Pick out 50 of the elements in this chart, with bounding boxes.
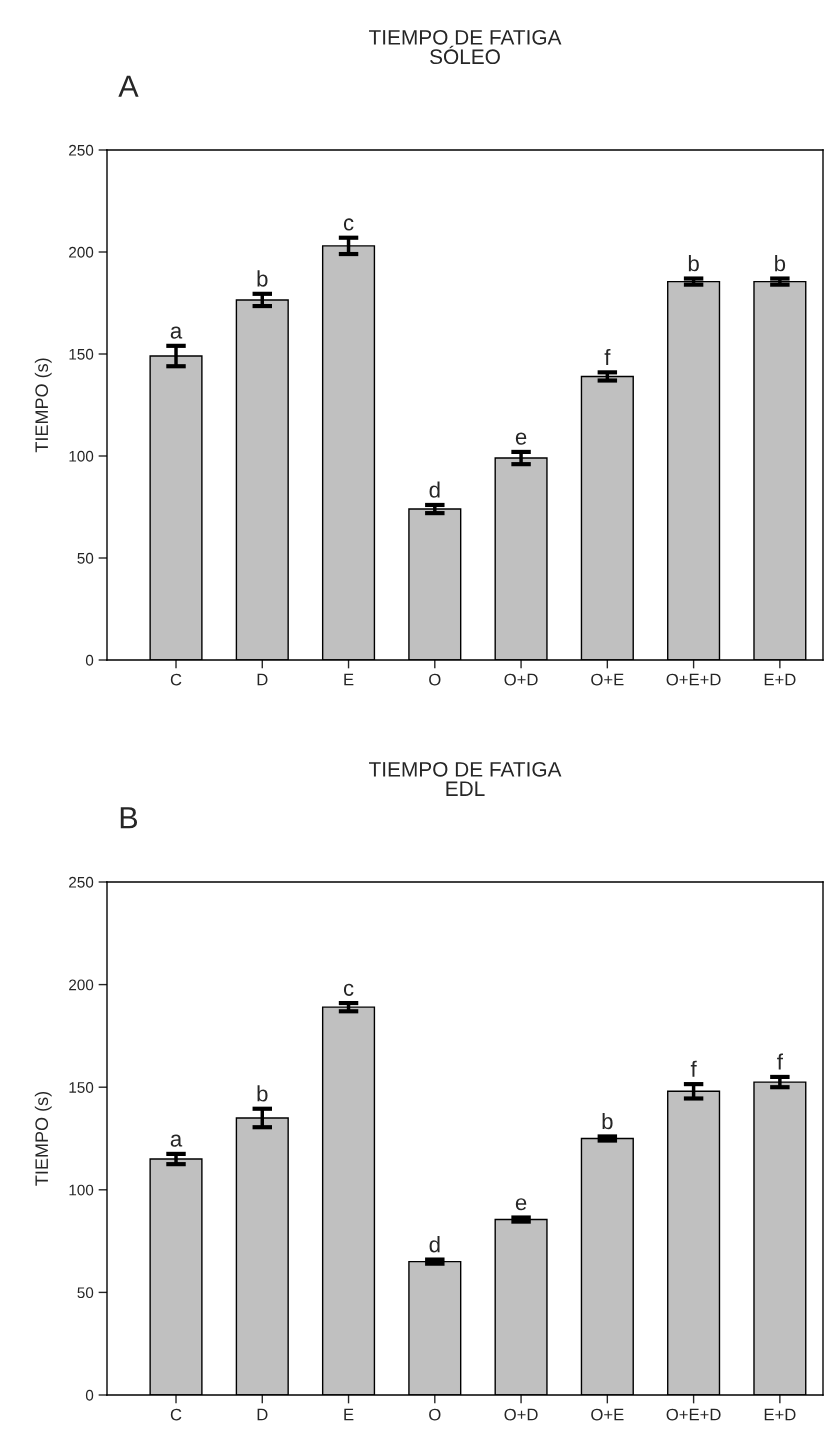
x-tick-label: E+D: [764, 1408, 796, 1421]
annotation: f: [777, 1053, 783, 1070]
x-tick-label: C: [170, 1408, 182, 1421]
y-tick-label: 200: [69, 979, 94, 991]
annotation: b: [688, 255, 699, 272]
annotation: c: [343, 983, 354, 996]
x-tick-label: O+E+D: [666, 673, 721, 686]
y-axis-title: TIEMPO (s): [34, 1091, 52, 1186]
annotation: b: [257, 270, 268, 287]
x-tick-label: O: [429, 673, 441, 686]
y-axis-title: TIEMPO (s): [34, 358, 52, 453]
chart-title: TIEMPO DE FATIGA EDL: [369, 761, 562, 796]
x-tick-label: E: [344, 1408, 354, 1421]
x-tick-label: O+D: [504, 673, 538, 686]
y-tick-label: 100: [69, 450, 94, 462]
x-tick-label: C: [170, 673, 182, 686]
annotation: f: [690, 1060, 697, 1077]
annotation: c: [343, 218, 354, 231]
x-tick-label: O: [429, 1408, 441, 1421]
x-tick-label: O+E: [591, 673, 624, 686]
x-tick-label: D: [257, 673, 268, 686]
y-tick-label: 0: [85, 1389, 94, 1401]
x-tick-label: D: [257, 1408, 268, 1421]
annotation: d: [429, 1236, 440, 1253]
annotation: b: [602, 1112, 613, 1130]
annotation: a: [170, 1134, 183, 1147]
y-tick-label: 150: [69, 348, 94, 360]
annotation: f: [604, 348, 611, 365]
annotation: b: [775, 255, 786, 272]
annotation: e: [515, 1198, 527, 1211]
x-tick-label: O+D: [504, 1408, 538, 1421]
chart-title: TIEMPO DE FATIGA SÓLEO: [369, 29, 562, 65]
text: B: [120, 807, 138, 829]
y-tick-label: 50: [77, 1287, 94, 1299]
annotation: d: [429, 481, 440, 498]
y-tick-label: 0: [85, 654, 94, 666]
y-tick-label: 250: [69, 144, 94, 156]
x-tick-label: O+E+D: [666, 1408, 721, 1421]
x-tick-label: O+E: [591, 1408, 624, 1421]
y-tick-label: 200: [69, 246, 94, 258]
y-tick-label: 150: [69, 1082, 94, 1093]
annotation: b: [257, 1085, 268, 1102]
y-tick-label: 100: [69, 1184, 94, 1196]
y-tick-label: 50: [77, 552, 94, 564]
text: A: [118, 75, 139, 97]
annotation: a: [170, 326, 183, 339]
x-tick-label: E+D: [764, 673, 796, 686]
x-tick-label: E: [344, 673, 354, 686]
annotation: e: [515, 432, 527, 445]
y-tick-label: 250: [69, 876, 94, 888]
